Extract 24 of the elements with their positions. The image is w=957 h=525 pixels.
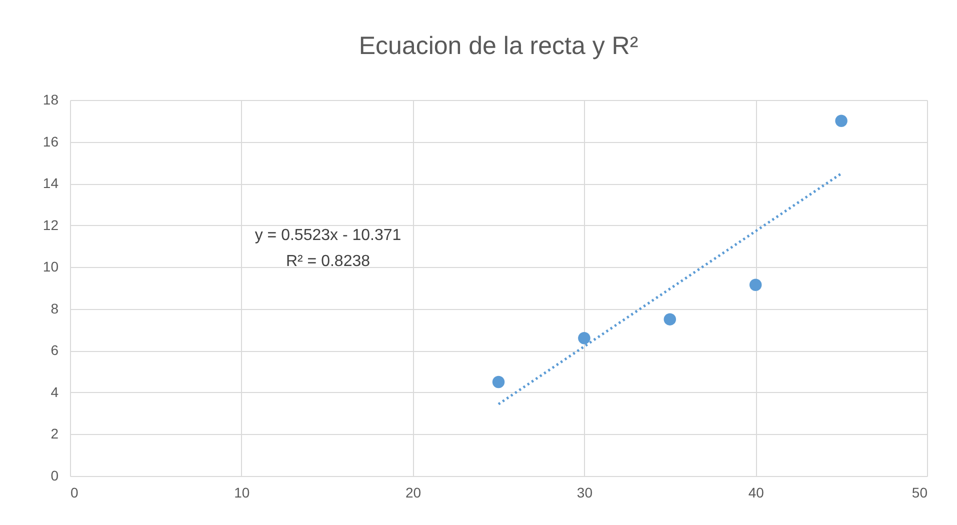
x-tick-label: 10: [234, 484, 250, 500]
point: [835, 114, 848, 127]
y-tick-label: 14: [42, 175, 59, 192]
y-tick-label: 2: [50, 426, 59, 442]
y-tick-label: 12: [42, 216, 59, 233]
point: [492, 376, 505, 388]
y-tick-label: 6: [50, 342, 59, 358]
x-tick-label: 50: [912, 484, 928, 500]
x-tick-label: 20: [406, 484, 422, 500]
y-tick-label: 10: [42, 258, 59, 275]
point: [664, 313, 676, 326]
annotation: y = 0.5523x - 10.371: [254, 227, 402, 244]
point: [578, 332, 590, 344]
annotation: R² = 0.8238: [286, 253, 370, 270]
chart-title: Ecuacion de la recta y R²: [358, 32, 638, 60]
y-tick-label: 18: [42, 92, 59, 108]
x-tick-label: 0: [70, 484, 78, 500]
y-tick-label: 4: [50, 384, 59, 400]
y-tick-label: 16: [42, 133, 59, 150]
y-tick-label: 0: [50, 468, 59, 484]
y-tick-label: 8: [50, 300, 59, 316]
x-tick-label: 40: [748, 484, 764, 500]
x-tick-label: 30: [576, 484, 593, 500]
point: [749, 278, 762, 291]
